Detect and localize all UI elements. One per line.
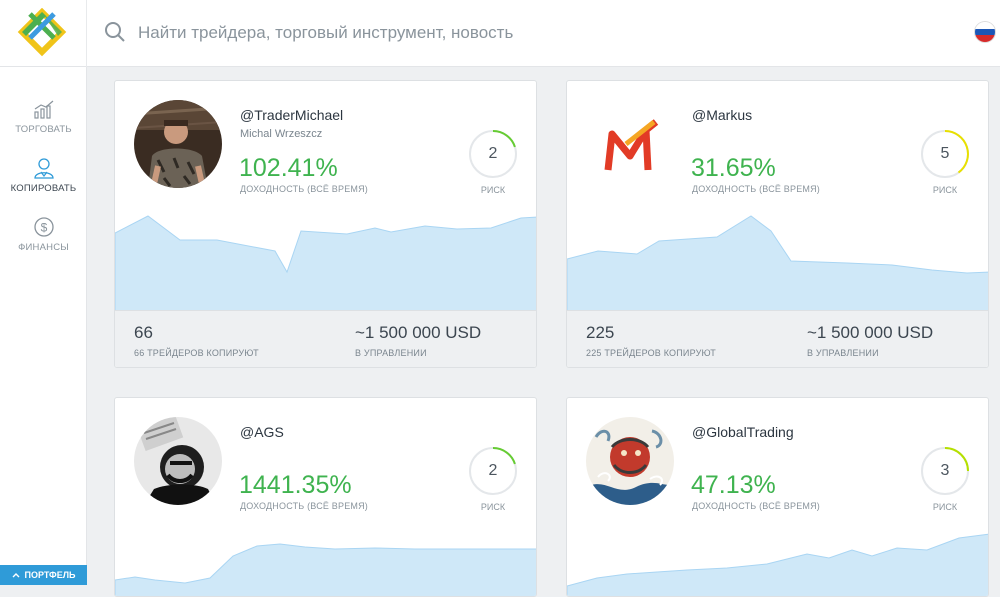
risk-value: 2 xyxy=(488,462,498,479)
sidebar-item-label: ТОРГОВАТЬ xyxy=(15,124,72,135)
search-icon[interactable] xyxy=(104,21,126,43)
trader-card[interactable]: @Markus 31.65% ДОХОДНОСТЬ (ВСЁ ВРЕМЯ) 5 … xyxy=(566,80,989,368)
sidebar-item-label: ФИНАНСЫ xyxy=(18,242,69,253)
risk-gauge: 2 xyxy=(468,129,518,179)
copiers-count: 66 xyxy=(134,323,153,342)
return-label: ДОХОДНОСТЬ (ВСЁ ВРЕМЯ) xyxy=(240,184,369,194)
sidebar-item-copy[interactable]: КОПИРОВАТЬ xyxy=(0,157,87,194)
dollar-icon: $ xyxy=(33,217,54,237)
copiers-count: 225 xyxy=(586,323,615,342)
avatar xyxy=(134,417,222,505)
trader-card[interactable]: @GlobalTrading 47.13% ДОХОДНОСТЬ (ВСЁ ВР… xyxy=(566,397,989,597)
trader-card[interactable]: @TraderMichael Michal Wrzeszcz 102.41% Д… xyxy=(114,80,537,368)
risk-value: 3 xyxy=(940,462,950,479)
sidebar-item-trade[interactable]: ТОРГОВАТЬ xyxy=(0,100,87,135)
trader-handle[interactable]: @GlobalTrading xyxy=(692,424,794,440)
aum-label: В УПРАВЛЕНИИ xyxy=(355,348,427,358)
portfolio-button[interactable]: ПОРТФЕЛЬ xyxy=(0,565,87,585)
return-value: 102.41% xyxy=(239,154,338,182)
portfolio-label: ПОРТФЕЛЬ xyxy=(24,570,76,580)
risk-label: РИСК xyxy=(932,502,958,512)
risk-value: 2 xyxy=(488,145,498,162)
sidebar-item-finance[interactable]: $ ФИНАНСЫ xyxy=(0,216,87,253)
user-icon xyxy=(33,158,54,179)
return-value: 47.13% xyxy=(691,471,776,499)
chevron-up-icon xyxy=(12,573,19,578)
copiers-label: 66 ТРЕЙДЕРОВ КОПИРУЮТ xyxy=(134,348,259,358)
aum-value: ~1 500 000 USD xyxy=(355,323,482,342)
trader-name: Michal Wrzeszcz xyxy=(240,128,323,140)
language-flag-icon[interactable] xyxy=(975,22,995,42)
risk-gauge: 2 xyxy=(468,446,518,496)
trader-handle[interactable]: @TraderMichael xyxy=(240,107,344,123)
logo[interactable] xyxy=(0,0,87,67)
equity-chart xyxy=(567,215,988,311)
top-bar xyxy=(0,0,1000,67)
svg-text:$: $ xyxy=(40,221,47,235)
sidebar-item-label: КОПИРОВАТЬ xyxy=(10,183,77,194)
stats-bar: 225 225 ТРЕЙДЕРОВ КОПИРУЮТ ~1 500 000 US… xyxy=(567,310,988,367)
return-label: ДОХОДНОСТЬ (ВСЁ ВРЕМЯ) xyxy=(240,501,369,511)
risk-label: РИСК xyxy=(932,185,958,195)
logo-icon xyxy=(17,8,67,57)
trader-handle[interactable]: @Markus xyxy=(692,107,753,123)
risk-gauge: 5 xyxy=(920,129,970,179)
aum-value: ~1 500 000 USD xyxy=(807,323,934,342)
avatar xyxy=(586,100,674,188)
stats-bar: 66 66 ТРЕЙДЕРОВ КОПИРУЮТ ~1 500 000 USD … xyxy=(115,310,536,367)
return-value: 1441.35% xyxy=(239,471,352,499)
trader-card[interactable]: @AGS 1441.35% ДОХОДНОСТЬ (ВСЁ ВРЕМЯ) 2 Р… xyxy=(114,397,537,597)
risk-value: 5 xyxy=(940,145,950,162)
sidebar: ТОРГОВАТЬ КОПИРОВАТЬ $ ФИНАНСЫ xyxy=(0,67,87,585)
chart-icon xyxy=(33,100,53,119)
copiers-label: 225 ТРЕЙДЕРОВ КОПИРУЮТ xyxy=(586,348,716,358)
equity-chart xyxy=(567,533,988,596)
avatar xyxy=(134,100,222,188)
risk-gauge: 3 xyxy=(920,446,970,496)
avatar xyxy=(586,417,674,505)
risk-label: РИСК xyxy=(480,185,506,195)
trader-handle[interactable]: @AGS xyxy=(240,424,284,440)
search-input[interactable] xyxy=(138,18,918,48)
return-label: ДОХОДНОСТЬ (ВСЁ ВРЕМЯ) xyxy=(692,501,821,511)
return-value: 31.65% xyxy=(691,154,776,182)
equity-chart xyxy=(115,215,536,311)
aum-label: В УПРАВЛЕНИИ xyxy=(807,348,879,358)
equity-chart xyxy=(115,543,536,596)
risk-label: РИСК xyxy=(480,502,506,512)
return-label: ДОХОДНОСТЬ (ВСЁ ВРЕМЯ) xyxy=(692,184,821,194)
